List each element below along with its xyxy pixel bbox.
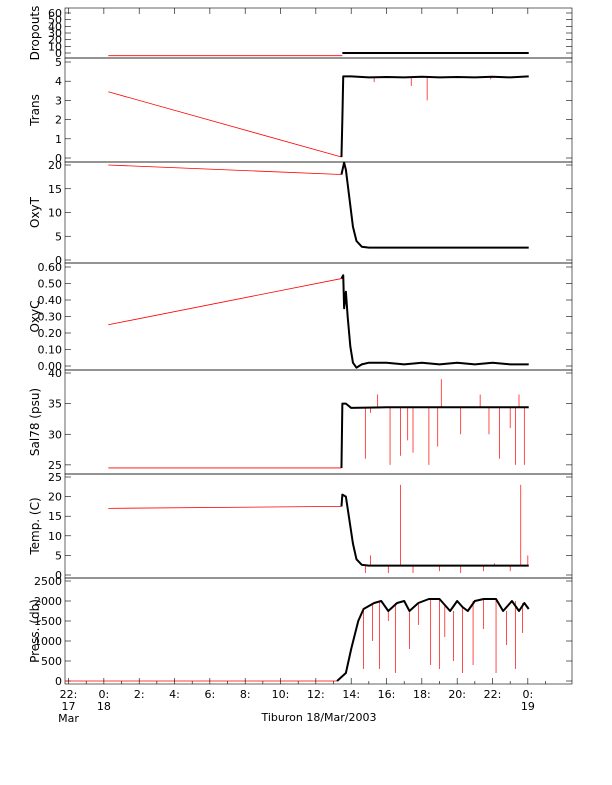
y-axis-label: Press. (db) (28, 599, 42, 663)
y-tick-label: 0 (55, 254, 62, 267)
panel-frame (64, 262, 573, 371)
measured-series-line (336, 598, 530, 682)
y-tick-label: 1000 (34, 635, 62, 648)
y-tick-label: 2 (55, 114, 62, 127)
x-tick-label: 18: (413, 688, 431, 701)
y-tick-label: 40 (48, 367, 62, 380)
y-tick-label: 4 (55, 75, 62, 88)
measured-series-line (340, 493, 529, 567)
panel-frame (64, 473, 573, 579)
x-tick-label: Mar (58, 712, 79, 725)
y-tick-label: 2500 (34, 575, 62, 588)
y-tick-label: 15 (48, 510, 62, 523)
y-tick-label: 0.00 (38, 360, 63, 373)
y-axis-label: Dropouts (28, 6, 42, 61)
y-tick-label: 0 (55, 47, 62, 60)
y-tick-label: 30 (48, 428, 62, 441)
interpolated-series-line (108, 278, 342, 326)
x-tick-label: 2: (134, 688, 145, 701)
panel-oxyc: 0.00 0.10 0.20 0.30 0.40 0.50 0.60 OxyC (28, 261, 573, 373)
y-axis-label: Trans (28, 94, 42, 127)
y-axis-label: Temp. (C) (28, 497, 42, 555)
y-tick-label: 20 (48, 159, 62, 172)
panel-frame (64, 369, 573, 475)
y-tick-label: 5 (55, 56, 62, 69)
y-tick-label: 3 (55, 94, 62, 107)
measured-series-line (340, 161, 529, 249)
interpolated-series-line (108, 164, 342, 175)
y-tick-label: 10 (48, 40, 62, 53)
panel-sal78: 25 30 35 40 Sal78 (psu) (28, 367, 573, 475)
panel-frame (64, 57, 573, 163)
x-tick-label: 0: (522, 688, 533, 701)
y-tick-label: 40 (48, 20, 62, 33)
y-tick-label: 5 (55, 230, 62, 243)
y-tick-label: 25 (48, 459, 62, 472)
panel-frame (64, 7, 573, 59)
y-tick-label: 30 (48, 27, 62, 40)
measured-series-line (340, 402, 529, 468)
y-tick-label: 0 (55, 675, 62, 688)
y-tick-label: 15 (48, 183, 62, 196)
y-tick-label: 0.50 (38, 278, 63, 291)
y-tick-label: 0.40 (38, 294, 63, 307)
x-tick-label: 20: (448, 688, 466, 701)
y-axis-label: OxyT (28, 196, 42, 228)
x-tick-label: 10: (272, 688, 290, 701)
panel-temp: 0 5 10 15 20 25 Temp. (C) (28, 471, 573, 582)
x-tick-label: 0: (99, 688, 110, 701)
x-tick-label: 18 (97, 700, 111, 713)
y-tick-label: 500 (41, 655, 62, 668)
panel-trans: 0 1 2 3 4 5 Trans (28, 56, 573, 165)
x-tick-label: 19 (521, 700, 535, 713)
plot-footer-title: Tiburon 18/Mar/2003 (261, 711, 377, 724)
measured-series-line (340, 274, 529, 369)
y-tick-label: 20 (48, 34, 62, 47)
x-tick-label: 4: (169, 688, 180, 701)
y-tick-label: 0 (55, 569, 62, 582)
x-tick-label: 8: (240, 688, 251, 701)
y-tick-label: 0.60 (38, 261, 63, 274)
y-tick-label: 0.20 (38, 327, 63, 340)
y-tick-label: 10 (48, 207, 62, 220)
y-tick-label: 25 (48, 471, 62, 484)
y-tick-label: 10 (48, 530, 62, 543)
y-tick-label: 0 (55, 152, 62, 165)
x-tick-label: 16: (378, 688, 396, 701)
y-tick-label: 50 (48, 14, 62, 27)
interpolated-series-line (108, 506, 342, 509)
y-axis-label: Sal78 (psu) (28, 388, 42, 456)
panel-press: 0 500 1000 1500 2000 2500 Press. (db) (28, 575, 573, 688)
y-tick-label: 60 (48, 7, 62, 20)
y-tick-label: 20 (48, 491, 62, 504)
y-tick-label: 1500 (34, 615, 62, 628)
y-tick-label: 0.30 (38, 311, 63, 324)
x-tick-label: 22: (60, 688, 78, 701)
y-axis-label: OxyC (28, 300, 42, 332)
measured-series-line (340, 75, 529, 158)
y-tick-label: 1 (55, 133, 62, 146)
y-tick-label: 2000 (34, 595, 62, 608)
x-tick-label: 6: (204, 688, 215, 701)
panel-frame (64, 577, 573, 685)
y-tick-label: 0.10 (38, 344, 63, 357)
x-tick-label: 22: (484, 688, 502, 701)
panel-oxyt: 0 5 10 15 20 OxyT (28, 159, 573, 267)
x-tick-label: 12: (307, 688, 325, 701)
interpolated-series-line (108, 91, 342, 158)
x-tick-label: 17 (62, 700, 76, 713)
x-tick-label: 14: (342, 688, 360, 701)
y-tick-label: 35 (48, 398, 62, 411)
y-tick-label: 5 (55, 549, 62, 562)
